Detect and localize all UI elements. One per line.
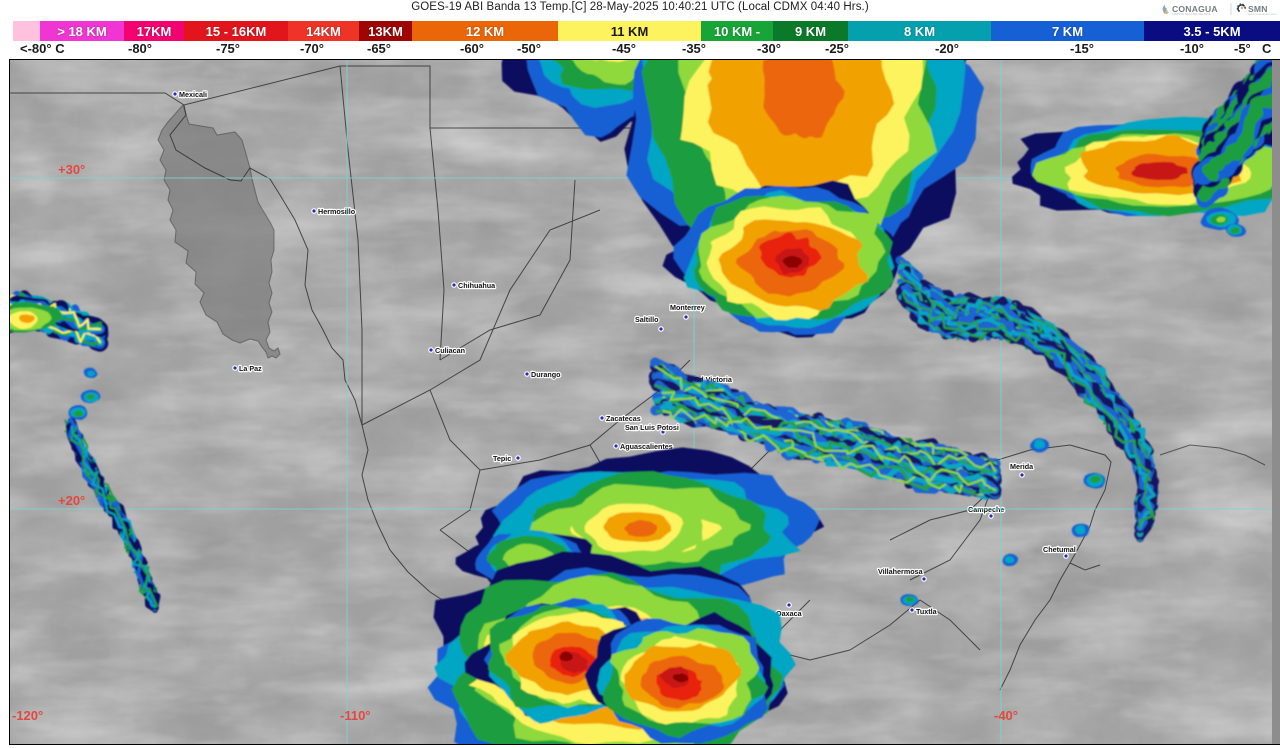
svg-text:SERVICIO METEOROLOGICO: SERVICIO METEOROLOGICO (1248, 14, 1277, 16)
svg-text:COMISION NACIONAL DEL AGUA: COMISION NACIONAL DEL AGUA (1172, 13, 1211, 16)
svg-text:CONAGUA: CONAGUA (1172, 4, 1218, 14)
svg-text:SMN: SMN (1248, 4, 1268, 14)
